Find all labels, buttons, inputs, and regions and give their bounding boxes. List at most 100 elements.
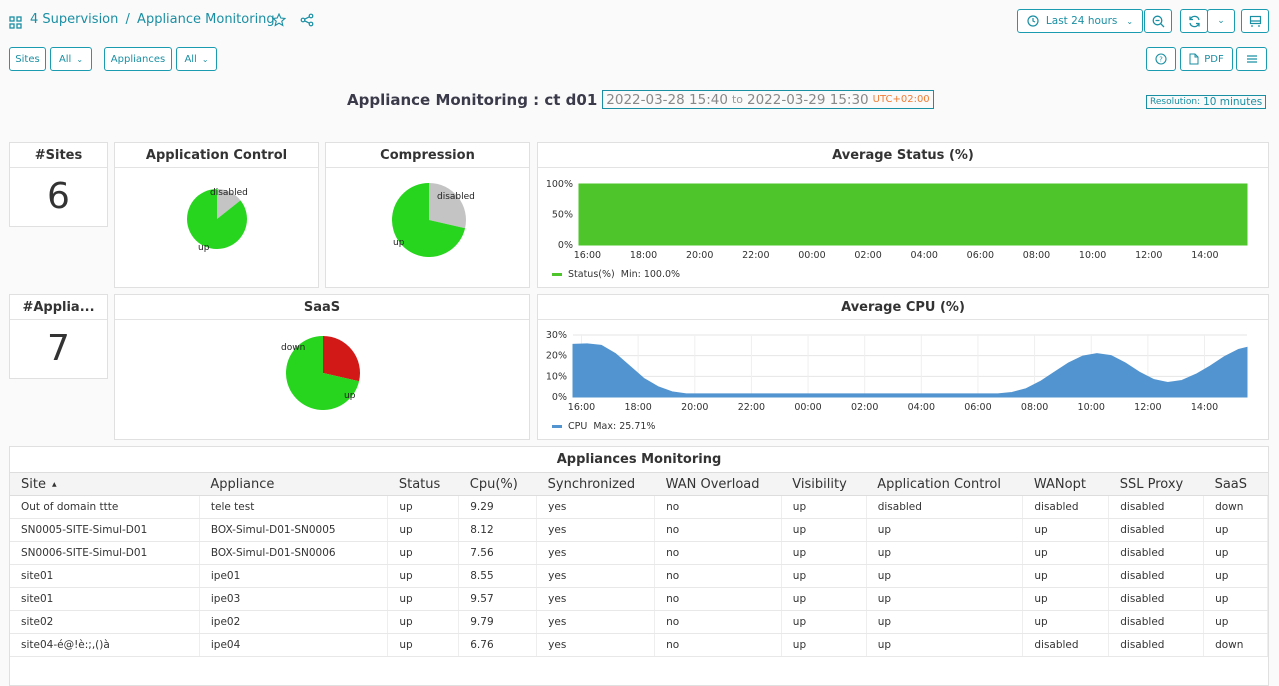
svg-text:?: ? [1159,56,1163,64]
chevron-down-icon: ⌄ [1126,16,1134,26]
refresh-interval-dropdown[interactable]: ⌄ [1207,9,1235,33]
table-cell: BOX-Simul-D01-SN0006 [199,541,389,565]
sites-filter-select[interactable]: All ⌄ [50,47,92,71]
table-cell: site04-é@!è:;,()à [10,633,200,657]
pie-slice-disabled[interactable] [429,183,466,229]
column-header[interactable]: SaaS [1203,472,1268,496]
table-cell: up [781,610,867,634]
table-cell: yes [536,541,656,565]
x-tick-label: 10:00 [1078,402,1105,413]
menu-button[interactable] [1236,47,1267,71]
star-icon[interactable] [271,12,287,31]
appliances-count-value: 7 [47,328,70,369]
column-header[interactable]: Appliance [199,472,388,496]
pie-slice-up[interactable] [286,336,360,410]
table-cell: disabled [1108,495,1205,519]
panel-title: Application Control [115,143,318,168]
table-cell: BOX-Simul-D01-SN0005 [199,518,389,542]
table-row[interactable]: SN0005-SITE-Simul-D01 BOX-Simul-D01-SN000… [10,518,1268,542]
table-cell: up [1203,518,1268,542]
x-tick-label: 08:00 [1021,402,1048,413]
page-title[interactable]: Appliance Monitoring [137,12,275,27]
appliances-filter-select[interactable]: All ⌄ [176,47,217,71]
table-row[interactable]: SN0006-SITE-Simul-D01 BOX-Simul-D01-SN000… [10,541,1268,565]
pie-slice-up[interactable] [187,189,247,249]
pdf-export-button[interactable]: PDF [1180,47,1233,71]
x-tick-label: 10:00 [1079,250,1106,261]
x-tick-label: 18:00 [624,402,651,413]
column-header[interactable]: WAN Overload [654,472,782,496]
table-cell: up [387,633,460,657]
refresh-button[interactable] [1180,9,1208,33]
table-cell: up [866,610,1024,634]
table-row[interactable]: site04-é@!è:;,()à ipe04 up 6.76 yes no up up dis… [10,633,1268,657]
date-range-box[interactable]: 2022-03-28 15:40 to 2022-03-29 15:30 UTC… [602,90,934,109]
column-header[interactable]: Application Control [866,472,1023,496]
pie-chart [286,336,360,410]
sites-filter-label[interactable]: Sites [9,47,46,71]
share-icon[interactable] [300,12,314,31]
table-cell: tele test [199,495,389,519]
x-tick-label: 02:00 [854,250,881,261]
table-cell: ipe03 [199,587,389,611]
column-header[interactable]: Visibility [781,472,867,496]
pie-label-up: up [393,238,405,248]
chevron-down-icon: ⌄ [1217,16,1225,26]
table-cell: up [1022,518,1110,542]
column-header[interactable]: Site ▲ [10,472,200,496]
saas-panel: SaaS down up [114,294,530,440]
table-row[interactable]: site02 ipe02 up 9.79 yes no up up up disabled up [10,610,1268,634]
breadcrumb-folder[interactable]: 4 Supervision [30,12,119,27]
chart-legend[interactable]: CPU Max: 25.71% [552,421,655,432]
zoom-out-button[interactable] [1144,9,1172,33]
table-cell: yes [536,610,656,634]
table-cell: SN0006-SITE-Simul-D01 [10,541,200,565]
column-header[interactable]: Cpu(%) [458,472,537,496]
x-tick-label: 12:00 [1135,250,1162,261]
monitor-icon [1249,15,1261,27]
legend-swatch [552,273,562,276]
series-area [572,343,1248,398]
dashboard-grid-icon[interactable] [9,14,22,33]
sort-ascending-icon: ▲ [51,480,57,488]
y-tick-label: 0% [552,392,567,403]
table-cell: site01 [10,587,200,611]
pie-slice-down[interactable] [323,336,360,382]
sites-count-panel: #Sites 6 [9,142,108,227]
table-cell: up [387,518,460,542]
table-cell: no [654,541,782,565]
x-tick-label: 22:00 [738,402,765,413]
table-row[interactable]: site01 ipe01 up 8.55 yes no up up up disabled up [10,564,1268,588]
table-cell: up [387,587,460,611]
view-mode-button[interactable] [1241,9,1269,33]
column-header[interactable]: WANopt [1022,472,1109,496]
y-tick-label: 0% [558,240,573,251]
column-header[interactable]: Status [387,472,459,496]
column-header[interactable]: Synchronized [536,472,655,496]
chart-legend[interactable]: Status(%) Min: 100.0% [552,269,680,280]
x-tick-label: 00:00 [798,250,825,261]
pie-slice-disabled[interactable] [217,189,241,219]
table-cell: yes [536,518,656,542]
column-header[interactable]: SSL Proxy [1108,472,1204,496]
table-cell: up [1022,541,1110,565]
pie-slice-up[interactable] [392,183,466,257]
time-range-picker[interactable]: Last 24 hours ⌄ [1017,9,1143,33]
zoom-out-icon [1152,15,1164,27]
table-row[interactable]: Out of domain ttte tele test up 9.29 yes no up… [10,495,1268,519]
y-tick-label: 50% [552,210,573,221]
x-tick-label: 20:00 [686,250,713,261]
series-area [578,183,1248,246]
appliances-filter-label[interactable]: Appliances [104,47,172,71]
pie-label-down: down [281,343,306,353]
pie-label-up: up [198,243,210,253]
table-cell: disabled [1022,495,1110,519]
table-row[interactable]: site01 ipe03 up 9.57 yes no up up up disabled up [10,587,1268,611]
x-tick-label: 14:00 [1191,250,1218,261]
table-cell: disabled [1108,564,1205,588]
pie-label-up: up [344,391,356,401]
table-cell: Out of domain ttte [10,495,200,519]
x-tick-label: 16:00 [574,250,601,261]
help-button[interactable]: ? [1146,47,1176,71]
cpu-chart: 30% 20% 10% 0%16:00 18:00 20:00 22:00 00:00 02:0… [546,330,1248,413]
